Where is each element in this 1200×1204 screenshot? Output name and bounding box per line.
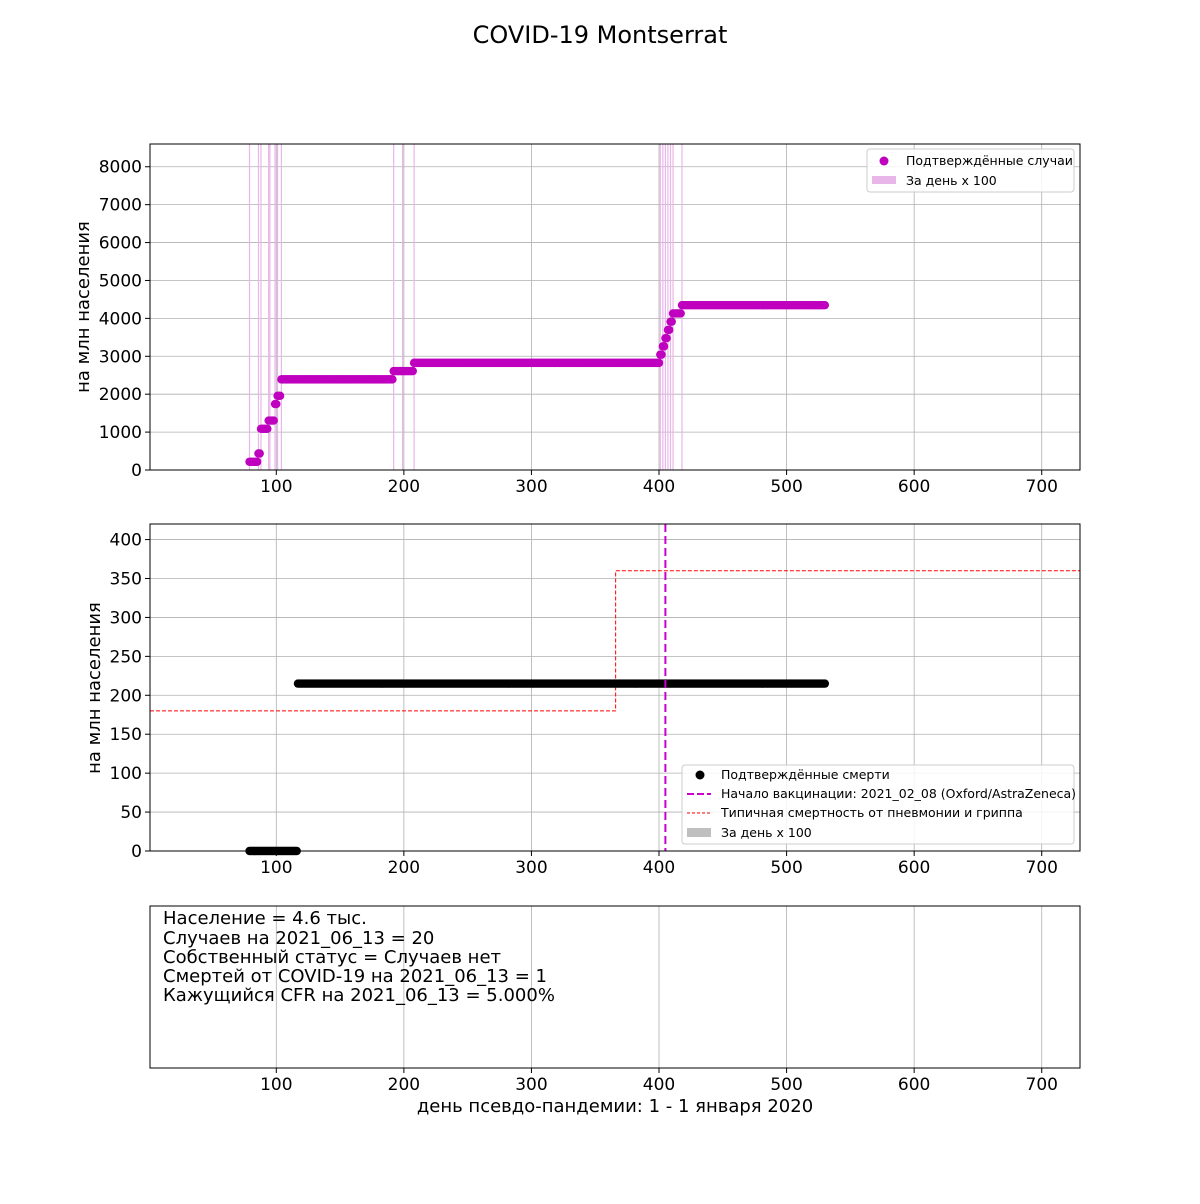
deaths-axes-frame <box>149 523 1081 852</box>
deaths-legend-box <box>681 764 1075 845</box>
x-tick-label: 100 <box>260 1075 292 1095</box>
y-tick-label: 100 <box>110 764 142 784</box>
cases-x-ticks: 100 200 300 400 500 600 700 <box>260 470 1058 497</box>
cases-axes-frame <box>149 143 1081 471</box>
y-tick-label: 0 <box>131 842 142 862</box>
y-tick-label: 4000 <box>99 309 142 329</box>
x-tick-label: 300 <box>515 1075 547 1095</box>
x-tick-label: 400 <box>643 858 675 878</box>
y-tick-label: 0 <box>131 461 142 481</box>
cases-point <box>665 325 674 335</box>
x-tick-label: 300 <box>515 858 547 878</box>
x-axis-label: день псевдо-пандемии: 1 - 1 января 2020 <box>417 1096 813 1117</box>
x-tick-label: 500 <box>770 858 802 878</box>
cases-legend-daily-swatch <box>872 176 896 184</box>
cases-legend-box <box>866 148 1075 193</box>
x-tick-label: 700 <box>1026 858 1058 878</box>
y-tick-label: 7000 <box>99 196 142 216</box>
x-tick-label: 200 <box>388 858 420 878</box>
info-grid <box>275 906 1043 1068</box>
y-tick-label: 150 <box>110 725 142 745</box>
deaths-point <box>820 679 830 688</box>
y-tick-label: 8000 <box>99 158 142 178</box>
deaths-panel: 100 200 300 400 500 600 700 0 50 100 150 200 250 300… <box>84 523 1081 878</box>
info-population: Население = 4.6 тыс. <box>163 908 367 929</box>
y-tick-label: 50 <box>120 803 142 823</box>
y-tick-label: 2000 <box>99 385 142 405</box>
x-tick-label: 300 <box>515 477 547 497</box>
cases-point <box>820 300 830 310</box>
y-tick-label: 400 <box>110 531 142 551</box>
deaths-legend: Подтверждённые смерти Начало вакцинации:… <box>681 764 1076 845</box>
cases-point <box>272 399 281 409</box>
cases-legend-label-daily: За день x 100 <box>906 173 997 188</box>
x-tick-label: 200 <box>388 1075 420 1095</box>
cases-point <box>667 317 676 326</box>
deaths-legend-label-vaccination: Начало вакцинации: 2021_02_08 (Oxford/As… <box>721 786 1076 801</box>
cases-panel: 100 200 300 400 500 600 700 0 1000 2000 3000 4000 5… <box>73 143 1081 497</box>
x-tick-label: 400 <box>643 1075 675 1095</box>
cases-legend-marker <box>879 156 889 166</box>
cases-y-ticks: 0 1000 2000 3000 4000 5000 6000 7000 8000 <box>99 158 150 481</box>
deaths-legend-marker <box>695 770 705 780</box>
x-tick-label: 500 <box>770 477 802 497</box>
deaths-y-axis-label: на млн населения <box>84 602 105 774</box>
cases-legend-label-confirmed: Подтверждённые случаи <box>906 153 1073 168</box>
x-tick-label: 600 <box>898 858 930 878</box>
y-tick-label: 300 <box>110 608 142 628</box>
cases-point <box>662 333 671 343</box>
info-deaths: Смертей от COVID-19 на 2021_06_13 = 1 <box>163 966 547 987</box>
cases-point <box>676 309 685 318</box>
cases-point <box>252 457 262 466</box>
figure-title: COVID-19 Montserrat <box>473 21 728 49</box>
info-cfr: Кажущийся CFR на 2021_06_13 = 5.000% <box>163 985 555 1006</box>
cases-point <box>659 342 669 351</box>
deaths-x-ticks: 100 200 300 400 500 600 700 <box>260 851 1058 878</box>
y-tick-label: 250 <box>110 647 142 667</box>
deaths-points <box>245 679 830 856</box>
cases-point <box>388 375 397 384</box>
y-tick-label: 6000 <box>99 234 142 254</box>
info-panel: 100 200 300 400 500 600 700 Население = 4.6 ты… <box>149 905 1081 1117</box>
x-tick-label: 200 <box>388 477 420 497</box>
y-tick-label: 3000 <box>99 347 142 367</box>
y-tick-label: 350 <box>110 570 142 590</box>
x-tick-label: 700 <box>1026 477 1058 497</box>
cases-point <box>269 416 278 425</box>
cases-legend: Подтверждённые случаи За день x 100 <box>866 148 1075 193</box>
deaths-legend-label-typical: Типичная смертность от пневмонии и грипп… <box>720 805 1023 820</box>
typical-mortality-line <box>150 570 1080 712</box>
cases-daily-bars <box>248 144 683 470</box>
deaths-legend-daily-swatch <box>687 828 711 837</box>
cases-point <box>275 391 285 401</box>
info-cases: Случаев на 2021_06_13 = 20 <box>163 928 434 949</box>
info-status: Собственный статус = Случаев нет <box>163 947 501 968</box>
y-tick-label: 1000 <box>99 423 142 443</box>
y-tick-label: 200 <box>110 686 142 706</box>
x-tick-label: 100 <box>260 858 292 878</box>
cases-point <box>654 358 664 368</box>
x-tick-label: 100 <box>260 477 292 497</box>
deaths-legend-label-daily: За день x 100 <box>721 825 812 840</box>
deaths-legend-label-confirmed: Подтверждённые смерти <box>721 767 890 782</box>
deaths-y-ticks: 0 50 100 150 200 250 300 350 400 <box>110 531 150 862</box>
info-axes-frame <box>149 905 1081 1069</box>
info-x-ticks: 100 200 300 400 500 600 700 <box>260 1068 1058 1095</box>
cases-point <box>263 424 272 433</box>
cases-point <box>255 449 264 458</box>
y-tick-label: 5000 <box>99 271 142 291</box>
cases-points <box>245 300 830 466</box>
cases-y-axis-label: на млн населения <box>73 221 94 393</box>
x-tick-label: 600 <box>898 477 930 497</box>
x-tick-label: 500 <box>770 1075 802 1095</box>
cases-point <box>657 350 666 359</box>
x-tick-label: 600 <box>898 1075 930 1095</box>
x-tick-label: 400 <box>643 477 675 497</box>
cases-point <box>408 366 417 376</box>
x-tick-label: 700 <box>1026 1075 1058 1095</box>
